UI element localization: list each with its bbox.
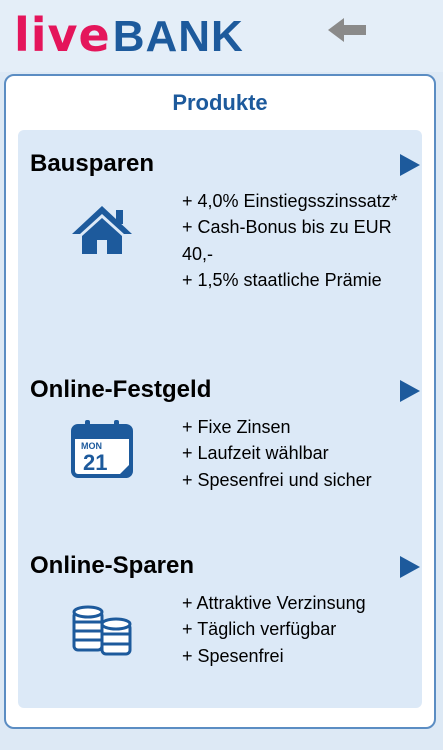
feature-item: + Spesenfrei bbox=[182, 645, 284, 666]
products-panel: Produkte Bausparen + 4,0% Einstiegsszins… bbox=[4, 74, 436, 729]
logo-live-text: live bbox=[14, 8, 111, 62]
back-button[interactable] bbox=[322, 14, 370, 48]
feature-item: + Täglich verfügbar bbox=[182, 619, 337, 640]
product-title: Bausparen bbox=[30, 150, 155, 177]
panel-title: Produkte bbox=[172, 90, 268, 115]
product-online-festgeld[interactable]: Online-Festgeld MON 21 + Fixe Zinsen + L… bbox=[18, 374, 422, 574]
calendar-day-label: MON bbox=[81, 441, 102, 451]
feature-item: + Attraktive Verzinsung bbox=[182, 593, 366, 613]
feature-list: + 4,0% Einstiegsszinssatz* + Cash-Bonus … bbox=[182, 188, 418, 294]
app-header: live BANK bbox=[0, 0, 443, 72]
product-online-sparen[interactable]: Online-Sparen + Attraktive Verz bbox=[18, 550, 422, 750]
feature-item: + 4,0% Einstiegsszinssatz* bbox=[182, 191, 398, 211]
calendar-date-label: 21 bbox=[83, 450, 107, 475]
feature-item: + 1,5% staatliche Prämie bbox=[182, 270, 382, 291]
logo-bank-text: BANK bbox=[112, 12, 244, 61]
feature-item: + Fixe Zinsen bbox=[182, 417, 291, 437]
feature-item: + Spesenfrei und sicher bbox=[182, 469, 372, 490]
arrow-right-icon[interactable] bbox=[400, 556, 420, 578]
product-title: Online-Festgeld bbox=[30, 376, 212, 403]
coins-icon bbox=[72, 605, 132, 656]
livebank-logo: live BANK bbox=[14, 8, 244, 62]
house-icon bbox=[72, 206, 132, 254]
feature-list: + Attraktive Verzinsung + Täglich verfüg… bbox=[182, 590, 418, 669]
calendar-icon: MON 21 bbox=[71, 420, 133, 478]
feature-list: + Fixe Zinsen + Laufzeit wählbar + Spese… bbox=[182, 414, 418, 493]
arrow-right-icon[interactable] bbox=[400, 380, 420, 402]
products-list: Bausparen + 4,0% Einstiegsszinssatz* + C… bbox=[18, 130, 422, 708]
feature-item: + Cash-Bonus bis zu EUR 40,- bbox=[182, 217, 392, 264]
product-bausparen[interactable]: Bausparen + 4,0% Einstiegsszinssatz* + C… bbox=[18, 148, 422, 348]
arrow-right-icon[interactable] bbox=[400, 154, 420, 176]
product-title: Online-Sparen bbox=[30, 552, 195, 579]
back-arrow-icon bbox=[328, 18, 366, 42]
feature-item: + Laufzeit wählbar bbox=[182, 443, 329, 464]
